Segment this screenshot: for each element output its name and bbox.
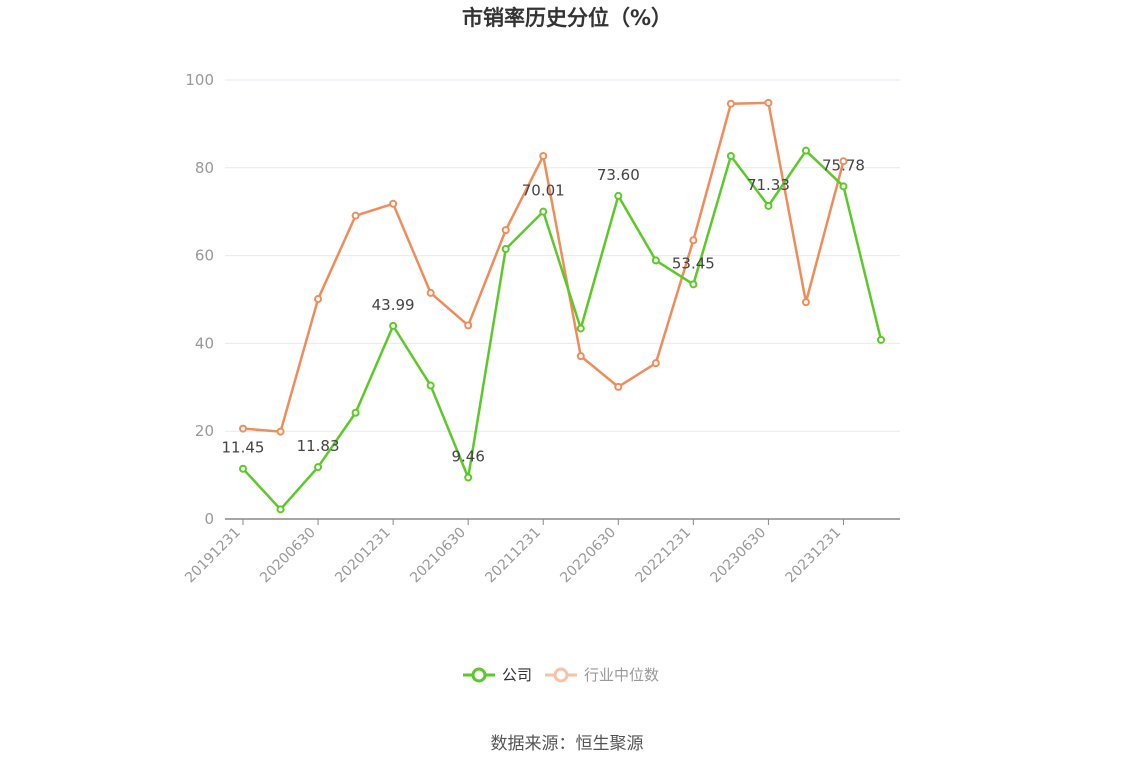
data-label: 11.45 bbox=[222, 439, 265, 457]
data-point-company bbox=[614, 191, 623, 200]
data-point-company bbox=[877, 335, 886, 344]
y-tick-label: 60 bbox=[195, 247, 214, 265]
data-label: 73.60 bbox=[597, 166, 640, 184]
y-tick-label: 40 bbox=[195, 334, 214, 352]
legend-item-industry[interactable]: 行业中位数 bbox=[544, 664, 659, 685]
data-point-company bbox=[501, 245, 510, 254]
y-tick-label: 20 bbox=[195, 422, 214, 440]
data-point-industry bbox=[689, 236, 698, 245]
data-point-company bbox=[689, 280, 698, 289]
data-point-industry bbox=[314, 295, 323, 304]
legend-marker-industry bbox=[545, 667, 578, 682]
data-label: 71.33 bbox=[747, 176, 790, 194]
data-point-company bbox=[764, 201, 773, 210]
data-point-company bbox=[239, 464, 247, 473]
x-tick-label: 20231231 bbox=[783, 525, 845, 587]
data-label: 53.45 bbox=[672, 254, 715, 272]
data-point-company bbox=[839, 182, 848, 191]
x-tick-label: 20200630 bbox=[257, 525, 319, 587]
legend: 公司 行业中位数 bbox=[462, 664, 659, 685]
label-layer: 11.45 11.83 43.99 9.46 70.01 73.60 53.45 71.33 7… bbox=[222, 156, 865, 465]
data-point-industry bbox=[539, 151, 548, 160]
data-point-industry bbox=[801, 298, 810, 307]
legend-item-company[interactable]: 公司 bbox=[462, 664, 532, 685]
x-tick-label: 20210630 bbox=[407, 525, 469, 587]
data-point-company bbox=[314, 463, 323, 472]
data-label: 9.46 bbox=[451, 447, 484, 465]
data-label: 43.99 bbox=[372, 296, 415, 314]
x-tick-label: 20230630 bbox=[708, 525, 770, 587]
data-point-company bbox=[576, 324, 585, 333]
source-note: 数据来源：恒生聚源 bbox=[490, 734, 644, 754]
data-point-company bbox=[389, 321, 398, 330]
chart-title: 市销率历史分位（%） bbox=[461, 6, 673, 30]
data-point-company bbox=[539, 207, 548, 216]
data-point-industry bbox=[764, 98, 773, 107]
x-tick-label: 20220630 bbox=[557, 525, 619, 587]
y-tick-label: 100 bbox=[185, 71, 214, 89]
legend-label-company: 公司 bbox=[502, 666, 533, 684]
data-point-industry bbox=[576, 352, 585, 361]
data-point-industry bbox=[651, 359, 660, 368]
data-point-industry bbox=[726, 99, 735, 108]
data-point-industry bbox=[501, 226, 510, 235]
data-point-industry bbox=[464, 321, 473, 330]
x-tick-label: 20191231 bbox=[182, 525, 244, 587]
data-point-industry bbox=[839, 157, 848, 166]
data-label: 75.78 bbox=[822, 156, 865, 174]
x-tick-label: 20211231 bbox=[482, 525, 544, 587]
series-layer bbox=[239, 98, 886, 514]
data-label: 11.83 bbox=[297, 437, 340, 455]
x-tick-label: 20221231 bbox=[632, 525, 694, 587]
data-point-industry bbox=[426, 288, 435, 297]
data-label: 70.01 bbox=[522, 182, 565, 200]
data-point-company bbox=[464, 473, 473, 482]
data-point-industry bbox=[351, 211, 360, 220]
y-tick-label: 80 bbox=[195, 159, 214, 177]
data-point-company bbox=[351, 408, 360, 417]
legend-label-industry: 行业中位数 bbox=[584, 666, 660, 684]
data-point-industry bbox=[389, 199, 398, 208]
data-point-company bbox=[426, 381, 435, 390]
data-point-company bbox=[726, 151, 735, 160]
y-tick-label: 0 bbox=[204, 510, 214, 528]
data-point-company bbox=[651, 256, 660, 265]
data-point-industry bbox=[276, 427, 285, 436]
data-point-company bbox=[276, 505, 285, 514]
data-point-company bbox=[801, 146, 810, 155]
data-point-industry bbox=[239, 424, 247, 433]
data-point-industry bbox=[614, 382, 623, 391]
x-tick-label: 20201231 bbox=[332, 525, 394, 587]
legend-marker-company bbox=[463, 667, 495, 682]
series-line-company bbox=[242, 149, 883, 511]
